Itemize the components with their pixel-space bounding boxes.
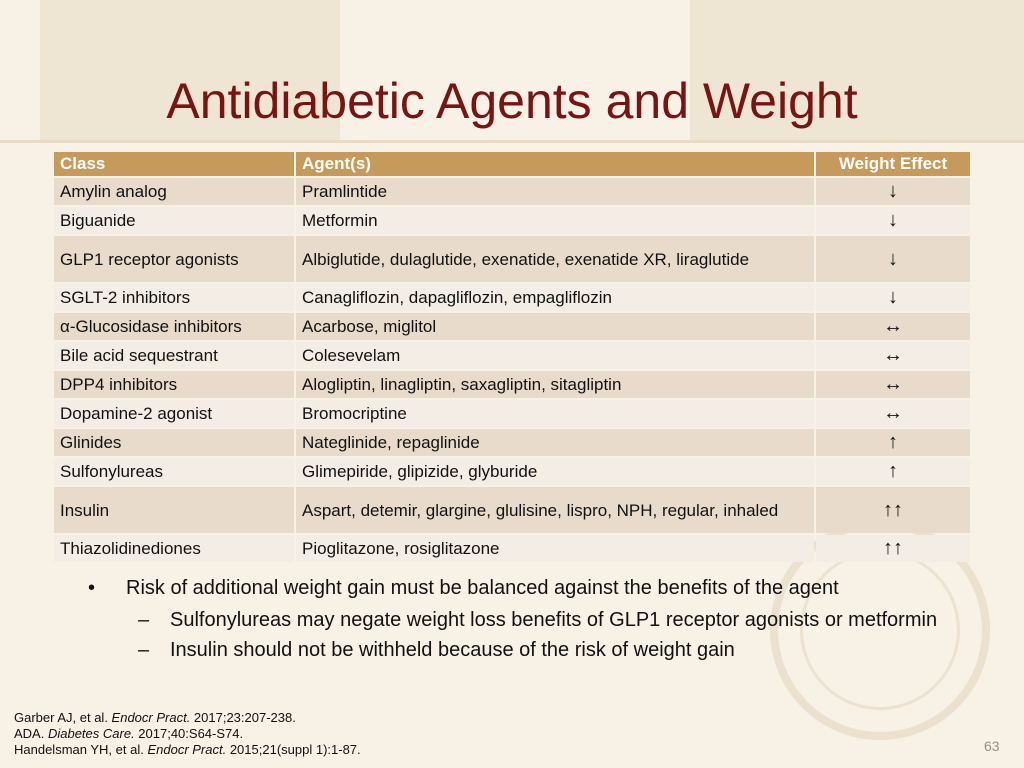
reference-item: ADA. Diabetes Care. 2017;40:S64-S74. — [14, 726, 361, 742]
reference-details: 2017;40:S64-S74. — [134, 726, 244, 741]
table-row: Sulfonylureas Glimepiride, glipizide, gl… — [54, 458, 970, 485]
reference-details: 2017;23:207-238. — [190, 710, 296, 725]
class-cell: Amylin analog — [54, 178, 294, 205]
table-row: Thiazolidinediones Pioglitazone, rosigli… — [54, 535, 970, 562]
reference-journal: Endocr Pract. — [147, 742, 227, 757]
agents-cell: Albiglutide, dulaglutide, exenatide, exe… — [296, 236, 814, 282]
background-panel-right — [690, 0, 1024, 140]
table-row: SGLT-2 inhibitors Canagliflozin, dapagli… — [54, 284, 970, 311]
agents-cell: Nateglinide, repaglinide — [296, 429, 814, 456]
sub-bullet-item: – Sulfonylureas may negate weight loss b… — [88, 608, 968, 632]
table-header-row: Class Agent(s) Weight Effect — [54, 152, 970, 176]
class-cell: α-Glucosidase inhibitors — [54, 313, 294, 340]
dash-icon: – — [138, 639, 150, 661]
agents-table: Class Agent(s) Weight Effect Amylin anal… — [52, 150, 972, 564]
class-cell: Bile acid sequestrant — [54, 342, 294, 369]
effect-cell: ↔ — [816, 342, 970, 369]
reference-item: Handelsman YH, et al. Endocr Pract. 2015… — [14, 742, 361, 758]
agents-cell: Colesevelam — [296, 342, 814, 369]
class-cell: Thiazolidinediones — [54, 535, 294, 562]
agents-cell: Pioglitazone, rosiglitazone — [296, 535, 814, 562]
class-cell: Dopamine-2 agonist — [54, 400, 294, 427]
agents-cell: Acarbose, miglitol — [296, 313, 814, 340]
class-cell: SGLT-2 inhibitors — [54, 284, 294, 311]
background-divider — [0, 140, 1024, 143]
sub-bullet-item: – Insulin should not be withheld because… — [88, 638, 968, 662]
effect-cell: ↔ — [816, 400, 970, 427]
agents-cell: Alogliptin, linagliptin, saxagliptin, si… — [296, 371, 814, 398]
reference-item: Garber AJ, et al. Endocr Pract. 2017;23:… — [14, 710, 361, 726]
agents-cell: Glimepiride, glipizide, glyburide — [296, 458, 814, 485]
reference-details: 2015;21(suppl 1):1-87. — [226, 742, 361, 757]
sub-bullet-text: Insulin should not be withheld because o… — [170, 639, 735, 661]
table-row: Biguanide Metformin ↓ — [54, 207, 970, 234]
table-row: GLP1 receptor agonists Albiglutide, dula… — [54, 236, 970, 282]
effect-cell: ↔ — [816, 371, 970, 398]
class-cell: DPP4 inhibitors — [54, 371, 294, 398]
effect-cell: ↑ — [816, 429, 970, 456]
sub-bullet-text: Sulfonylureas may negate weight loss ben… — [170, 609, 938, 631]
effect-cell: ↔ — [816, 313, 970, 340]
table-row: α-Glucosidase inhibitors Acarbose, migli… — [54, 313, 970, 340]
effect-cell: ↓ — [816, 236, 970, 282]
slide-title: Antidiabetic Agents and Weight — [166, 73, 858, 129]
agents-cell: Bromocriptine — [296, 400, 814, 427]
background-panel-left — [40, 0, 340, 140]
effect-cell: ↑↑ — [816, 487, 970, 533]
reference-authors: ADA. — [14, 726, 48, 741]
effect-cell: ↓ — [816, 284, 970, 311]
header-weight-effect: Weight Effect — [816, 152, 970, 176]
class-cell: Biguanide — [54, 207, 294, 234]
table-row: Amylin analog Pramlintide ↓ — [54, 178, 970, 205]
agents-cell: Pramlintide — [296, 178, 814, 205]
table-row: Dopamine-2 agonist Bromocriptine ↔ — [54, 400, 970, 427]
class-cell: Insulin — [54, 487, 294, 533]
bullet-dot-icon: • — [88, 577, 96, 599]
table-row: Insulin Aspart, detemir, glargine, gluli… — [54, 487, 970, 533]
header-class: Class — [54, 152, 294, 176]
reference-journal: Endocr Pract. — [111, 710, 191, 725]
dash-icon: – — [138, 609, 150, 631]
bullet-item: • Risk of additional weight gain must be… — [88, 576, 968, 600]
class-cell: Glinides — [54, 429, 294, 456]
table-row: DPP4 inhibitors Alogliptin, linagliptin,… — [54, 371, 970, 398]
references: Garber AJ, et al. Endocr Pract. 2017;23:… — [14, 710, 361, 758]
effect-cell: ↓ — [816, 178, 970, 205]
reference-authors: Garber AJ, et al. — [14, 710, 112, 725]
table-row: Glinides Nateglinide, repaglinide ↑ — [54, 429, 970, 456]
class-cell: GLP1 receptor agonists — [54, 236, 294, 282]
agents-cell: Canagliflozin, dapagliflozin, empagliflo… — [296, 284, 814, 311]
reference-authors: Handelsman YH, et al. — [14, 742, 148, 757]
bullet-text: Risk of additional weight gain must be b… — [126, 577, 839, 599]
table-row: Bile acid sequestrant Colesevelam ↔ — [54, 342, 970, 369]
effect-cell: ↑ — [816, 458, 970, 485]
class-cell: Sulfonylureas — [54, 458, 294, 485]
effect-cell: ↓ — [816, 207, 970, 234]
agents-cell: Metformin — [296, 207, 814, 234]
bullet-list: • Risk of additional weight gain must be… — [88, 576, 968, 668]
agents-cell: Aspart, detemir, glargine, glulisine, li… — [296, 487, 814, 533]
page-number: 63 — [984, 738, 1000, 754]
header-agents: Agent(s) — [296, 152, 814, 176]
reference-journal: Diabetes Care. — [47, 726, 135, 741]
effect-cell: ↑↑ — [816, 535, 970, 562]
